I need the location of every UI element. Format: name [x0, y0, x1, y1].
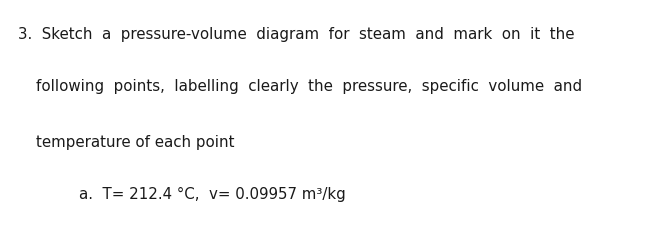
Text: temperature of each point: temperature of each point: [36, 135, 234, 150]
Text: 3.  Sketch  a  pressure-volume  diagram  for  steam  and  mark  on  it  the: 3. Sketch a pressure-volume diagram for …: [18, 27, 575, 42]
Text: following  points,  labelling  clearly  the  pressure,  specific  volume  and: following points, labelling clearly the …: [36, 79, 582, 94]
Text: a.  T= 212.4 °C,  v= 0.09957 m³/kg: a. T= 212.4 °C, v= 0.09957 m³/kg: [79, 187, 346, 202]
